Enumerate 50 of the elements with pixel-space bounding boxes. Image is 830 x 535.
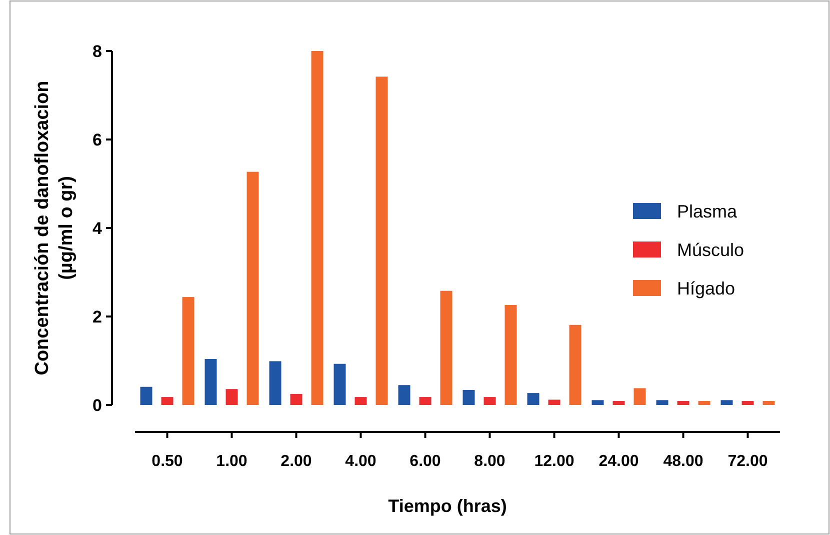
bar — [311, 51, 324, 405]
y-tick-label: 0 — [92, 396, 102, 415]
x-tick-label: 6.00 — [410, 453, 441, 470]
legend-label: Hígado — [677, 278, 736, 298]
bar — [612, 401, 625, 405]
x-tick-label: 4.00 — [345, 453, 376, 470]
legend-label: Plasma — [677, 201, 738, 222]
bar — [419, 397, 432, 405]
bar — [398, 385, 410, 405]
bar — [140, 386, 152, 405]
bar — [677, 401, 690, 405]
bar — [484, 397, 496, 405]
y-tick-label: 8 — [92, 42, 102, 61]
x-tick-label: 8.00 — [474, 453, 506, 470]
bar — [527, 393, 540, 405]
bar — [182, 297, 194, 405]
bar — [462, 390, 475, 405]
bar — [656, 400, 668, 405]
bar — [440, 290, 452, 405]
legend-label: Músculo — [677, 240, 744, 260]
bar — [548, 400, 560, 405]
bar — [569, 324, 582, 405]
x-tick-label: 72.00 — [728, 453, 768, 470]
bar — [762, 401, 775, 405]
bar — [698, 401, 710, 405]
x-tick-label: 24.00 — [598, 453, 639, 470]
y-tick-label: 4 — [92, 218, 103, 238]
y-axis-title: Concentración de danofloxacion (µg/ml o gr) — [32, 80, 77, 376]
bar — [290, 394, 302, 405]
x-tick-label: 12.00 — [534, 453, 574, 470]
bar — [204, 358, 217, 405]
bar — [634, 388, 646, 405]
bar — [161, 397, 174, 405]
bar — [269, 361, 282, 405]
x-tick-label: 2.00 — [280, 453, 312, 470]
bar — [354, 397, 367, 405]
y-tick-label: 2 — [92, 307, 102, 326]
bar — [720, 400, 733, 405]
bar — [742, 401, 754, 405]
bar — [226, 389, 238, 405]
x-tick-label: 1.00 — [216, 453, 248, 470]
x-axis-title: Tiempo (hras) — [388, 496, 507, 516]
bar — [246, 172, 259, 405]
bar — [334, 364, 346, 405]
bar — [504, 304, 517, 405]
bar — [592, 400, 604, 405]
bar — [376, 76, 388, 405]
x-tick-label: 48.00 — [663, 453, 704, 470]
y-tick-label: 6 — [92, 130, 102, 150]
x-tick-label: 0.50 — [152, 453, 183, 470]
